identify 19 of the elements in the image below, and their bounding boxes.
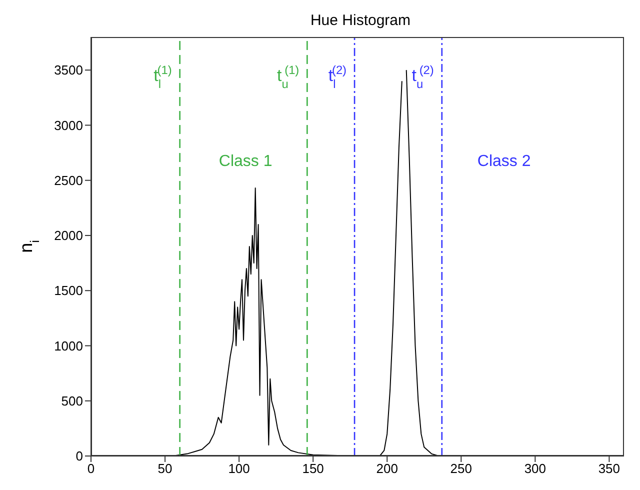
annotation: Class 1 — [218, 153, 272, 171]
x-tick-label: 250 — [450, 461, 472, 476]
y-tick-label: 1500 — [54, 283, 83, 298]
y-tick-label: 3500 — [54, 62, 83, 78]
y-tick-label: 3000 — [54, 118, 83, 133]
x-tick-label: 350 — [598, 461, 620, 476]
y-tick-label: 1000 — [54, 338, 83, 354]
x-tick-label: 100 — [228, 461, 250, 476]
x-tick-label: 50 — [158, 461, 172, 476]
x-tick-label: 300 — [524, 461, 546, 476]
x-tick-label: 200 — [376, 461, 398, 476]
x-tick-label: 150 — [302, 461, 324, 476]
chart-title: Hue Histogram — [309, 12, 412, 29]
y-tick-label: 500 — [61, 393, 83, 408]
y-tick-label: 2500 — [54, 172, 83, 188]
x-tick-label: 0 — [87, 461, 95, 476]
annotation: Class 2 — [477, 153, 531, 171]
y-tick-label: 2000 — [54, 228, 83, 244]
y-tick-label: 0 — [76, 448, 83, 464]
